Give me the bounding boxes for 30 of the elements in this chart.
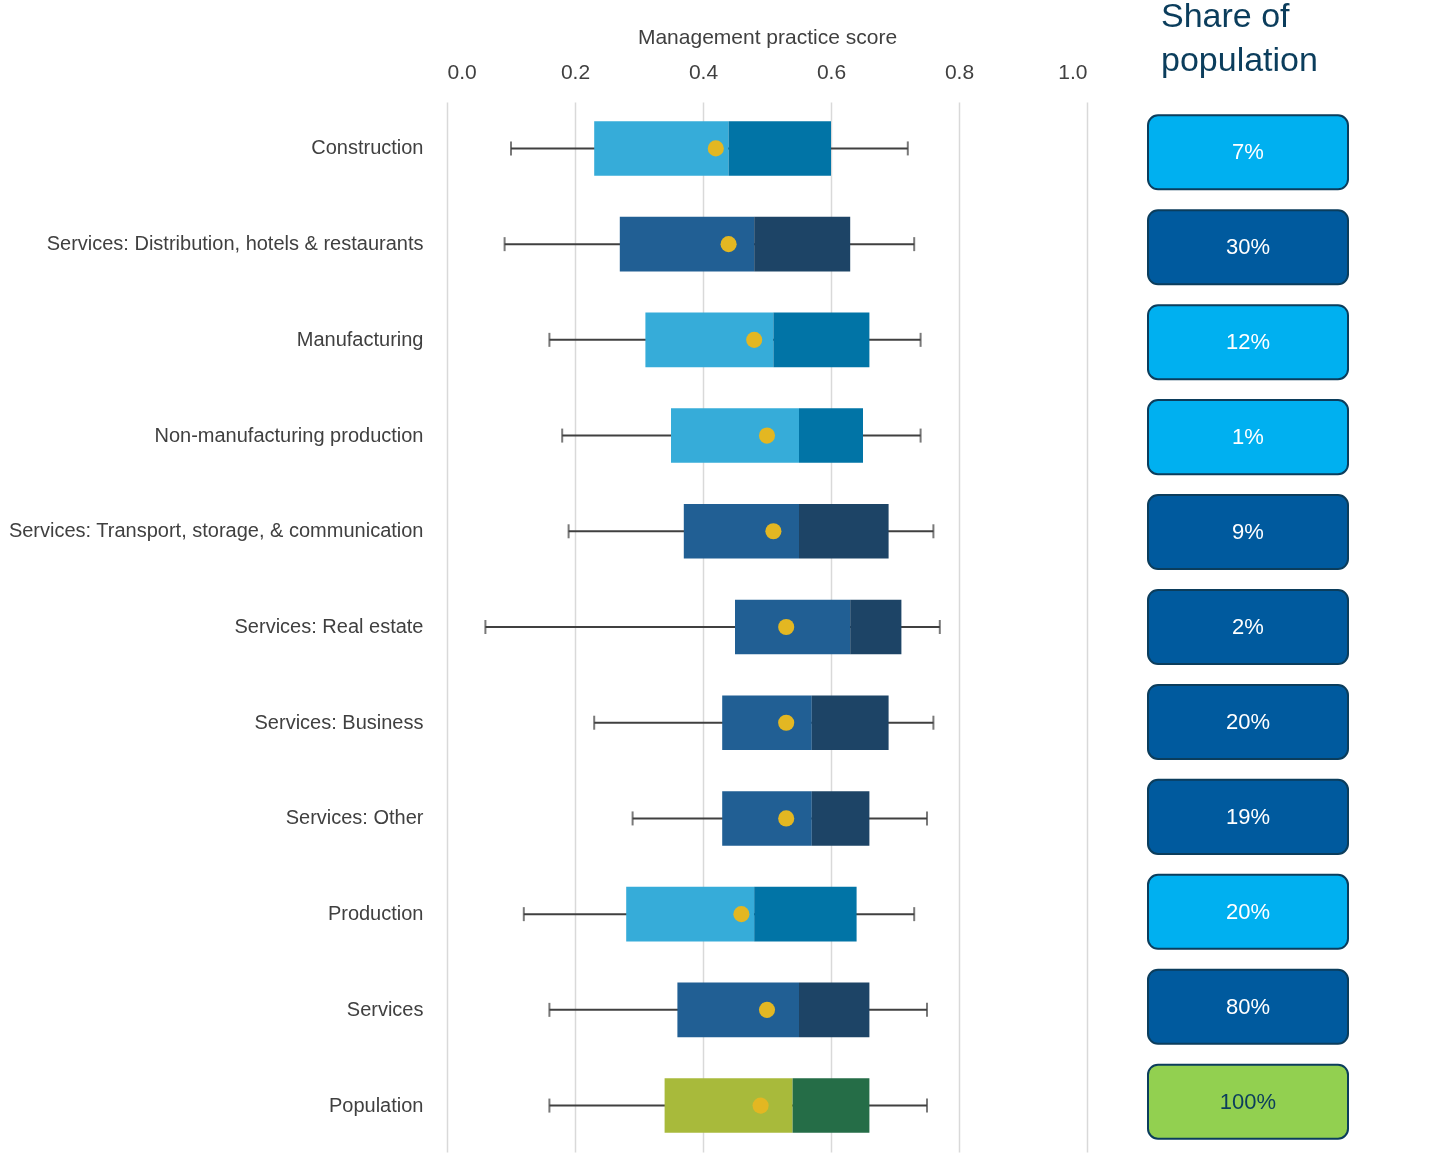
x-tick-label: 0.8 (944, 59, 975, 83)
x-tick-label: 0.6 (816, 59, 847, 83)
text: 30% (1225, 234, 1271, 260)
y-tick-label: Population (328, 1093, 424, 1116)
x-tick-label: 0.4 (688, 59, 719, 83)
text: 9% (1232, 519, 1264, 545)
text: 19% (1225, 803, 1271, 829)
text: 2% (1232, 614, 1264, 639)
y-tick-label: Services: Other (285, 806, 424, 829)
y-tick-label: Manufacturing (296, 327, 424, 350)
x-tick-label: 1.0 (1058, 59, 1088, 83)
y-tick-label: Production (327, 902, 424, 925)
y-tick-label: Services (346, 997, 424, 1020)
x-axis-title: Management practice score (637, 24, 898, 48)
y-tick-label: Non-manufacturing production (154, 423, 424, 446)
x-tick-label: 0.0 (447, 59, 477, 83)
text: 1% (1232, 424, 1264, 450)
text: 20% (1225, 898, 1271, 924)
text: 20% (1225, 708, 1271, 734)
y-tick-label: Services: Distribution, hotels & restaurants (46, 232, 424, 255)
text: Share of population (1161, 0, 1318, 78)
text: 7% (1232, 139, 1264, 165)
text: 80% (1225, 993, 1271, 1019)
y-tick-label: Services: Real estate (234, 615, 424, 637)
y-tick-label: Construction (311, 136, 424, 159)
y-tick-label: Services: Business (254, 710, 424, 733)
x-tick-label: 0.2 (560, 59, 591, 83)
y-tick-label: Services: Transport, storage, & communication (8, 519, 424, 542)
text: 100% (1219, 1088, 1277, 1114)
text: 12% (1225, 329, 1271, 355)
